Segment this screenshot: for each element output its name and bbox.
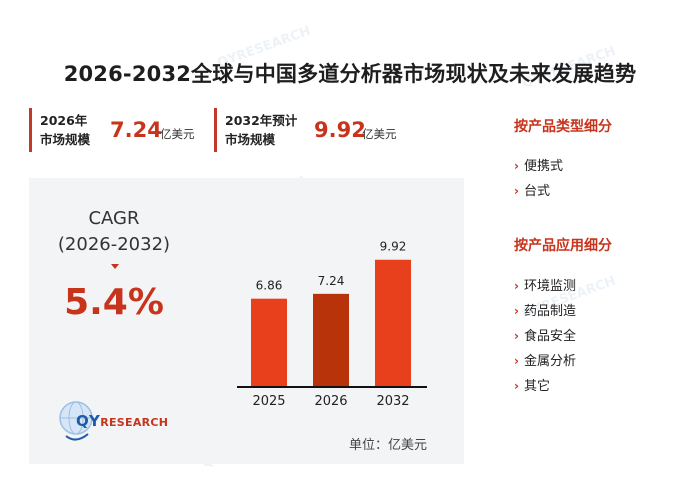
chevron-right-icon: › (514, 329, 519, 343)
qyresearch-logo: QYRESEARCH (58, 396, 178, 446)
data-label-2025: 6.86 (256, 279, 283, 293)
list-item-label: 食品安全 (523, 329, 576, 344)
list-item[interactable]: › 食品安全 (514, 325, 576, 344)
stat-label-line2: 市场规模 (225, 132, 276, 147)
chevron-right-icon: › (514, 304, 519, 318)
chevron-right-icon: › (514, 279, 519, 293)
bar-2026 (313, 293, 349, 386)
list-item[interactable]: › 药品制造 (514, 300, 576, 319)
cagr-down-arrow-icon (111, 264, 119, 269)
stat-value: 9.92 (314, 118, 366, 142)
chevron-right-icon: › (514, 159, 519, 173)
list-item[interactable]: › 便携式 (514, 155, 563, 174)
cagr-label: CAGR (88, 208, 140, 229)
x-tick-label-2032: 2032 (376, 394, 409, 409)
chevron-right-icon: › (514, 354, 519, 368)
chevron-right-icon: › (514, 379, 519, 393)
section-heading-application: 按产品应用细分 (514, 238, 612, 254)
stat-2026: 2026年 市场规模 7.24 亿美元 (29, 108, 209, 152)
list-item[interactable]: › 其它 (514, 375, 550, 394)
chevron-right-icon: › (514, 184, 519, 198)
section-heading-product-type: 按产品类型细分 (514, 119, 612, 135)
stat-2032: 2032年预计 市场规模 9.92 亿美元 (214, 108, 414, 152)
cagr-value: 5.4% (64, 282, 164, 323)
x-tick-label-2026: 2026 (314, 394, 347, 409)
globe-icon (59, 401, 93, 441)
logo-text: QYRESEARCH (76, 412, 168, 430)
stat-value: 7.24 (110, 118, 162, 142)
cagr-period: (2026-2032) (57, 234, 171, 255)
list-item[interactable]: › 金属分析 (514, 350, 576, 369)
list-item-label: 其它 (523, 379, 550, 394)
stat-label-line2: 市场规模 (40, 132, 91, 147)
list-item-label: 台式 (523, 184, 550, 199)
page-title: 2026-2032全球与中国多道分析器市场现状及未来发展趋势 (63, 62, 637, 86)
x-tick-label-2025: 2025 (252, 394, 285, 409)
data-label-2032: 9.92 (380, 240, 407, 254)
data-label-2026: 7.24 (318, 274, 345, 288)
unit-note: 单位：亿美元 (349, 438, 428, 453)
stat-label-line1: 2026年 (40, 113, 88, 128)
list-item-label: 便携式 (523, 159, 563, 174)
list-item-label: 金属分析 (523, 354, 576, 369)
stat-unit: 亿美元 (362, 127, 397, 141)
list-item-label: 环境监测 (523, 279, 576, 294)
list-item-label: 药品制造 (523, 304, 576, 319)
logo-suffix: RESEARCH (100, 416, 169, 429)
stat-label-line1: 2032年预计 (225, 113, 298, 128)
logo-prefix: QY (76, 412, 101, 430)
bar-2032 (375, 259, 411, 386)
bar-2025 (251, 298, 287, 386)
list-item[interactable]: › 台式 (514, 180, 550, 199)
list-item[interactable]: › 环境监测 (514, 275, 576, 294)
stat-unit: 亿美元 (160, 127, 195, 141)
